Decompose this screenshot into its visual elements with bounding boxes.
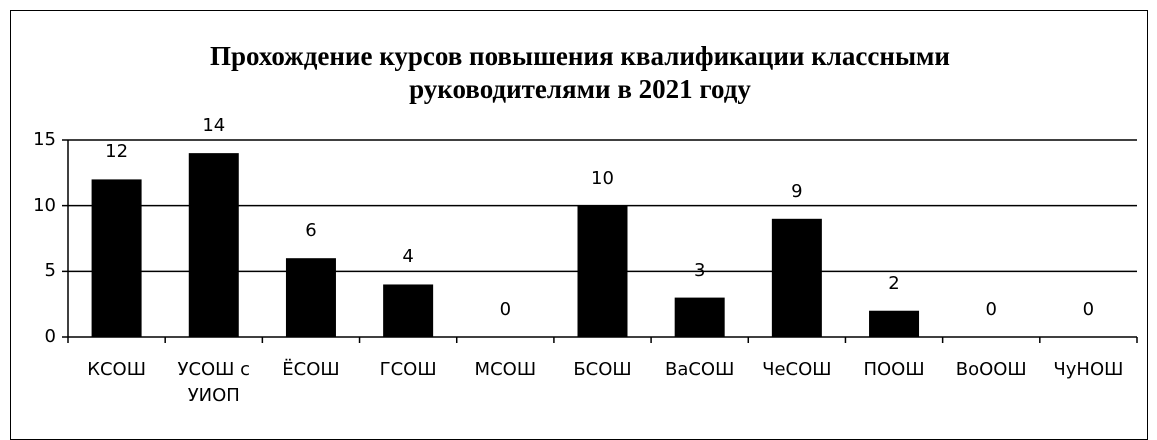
x-tick-label: КСОШ: [87, 359, 146, 380]
x-tick-label: ЧуНОШ: [1053, 359, 1124, 380]
data-label: 2: [888, 272, 900, 294]
x-tick-label: УСОШ с УИОП: [177, 359, 251, 406]
bar: [383, 284, 434, 337]
y-tick-label: 15: [33, 129, 56, 150]
plot: [62, 139, 1138, 343]
data-label: 9: [791, 180, 803, 202]
x-tick-label: БСОШ: [573, 359, 632, 380]
data-label: 12: [105, 141, 129, 163]
bar: [869, 310, 920, 337]
y-tick-label: 5: [44, 260, 56, 282]
chart-title: Прохождение курсов повышения квалификаци…: [210, 41, 950, 104]
y-tick-label: 10: [33, 194, 56, 216]
bar: [285, 258, 336, 337]
x-tick-label: ВоООШ: [955, 359, 1027, 380]
x-tick-label: ВаСОШ: [664, 359, 735, 380]
y-tick-label: 0: [44, 326, 56, 347]
data-label: 0: [1082, 299, 1095, 320]
x-tick-label: ГСОШ: [379, 359, 437, 380]
bar: [771, 218, 822, 337]
bar: [91, 179, 142, 337]
data-label: 0: [985, 299, 997, 320]
x-tick-label: ЁСОШ: [282, 359, 340, 380]
x-tick-label: ПООШ: [863, 359, 925, 380]
x-tick-label: МСОШ: [474, 359, 537, 380]
data-label: 14: [202, 115, 226, 137]
data-label: 3: [693, 259, 706, 281]
x-tick-label: ЧеСОШ: [762, 359, 832, 380]
data-label: 10: [591, 167, 614, 189]
chart: Прохождение курсов повышения квалификаци…: [10, 10, 1148, 440]
data-label: 6: [305, 220, 317, 242]
data-label: 4: [402, 246, 414, 268]
bar: [188, 153, 239, 337]
bar: [577, 205, 628, 337]
data-label: 0: [499, 299, 512, 320]
bar: [674, 297, 725, 337]
